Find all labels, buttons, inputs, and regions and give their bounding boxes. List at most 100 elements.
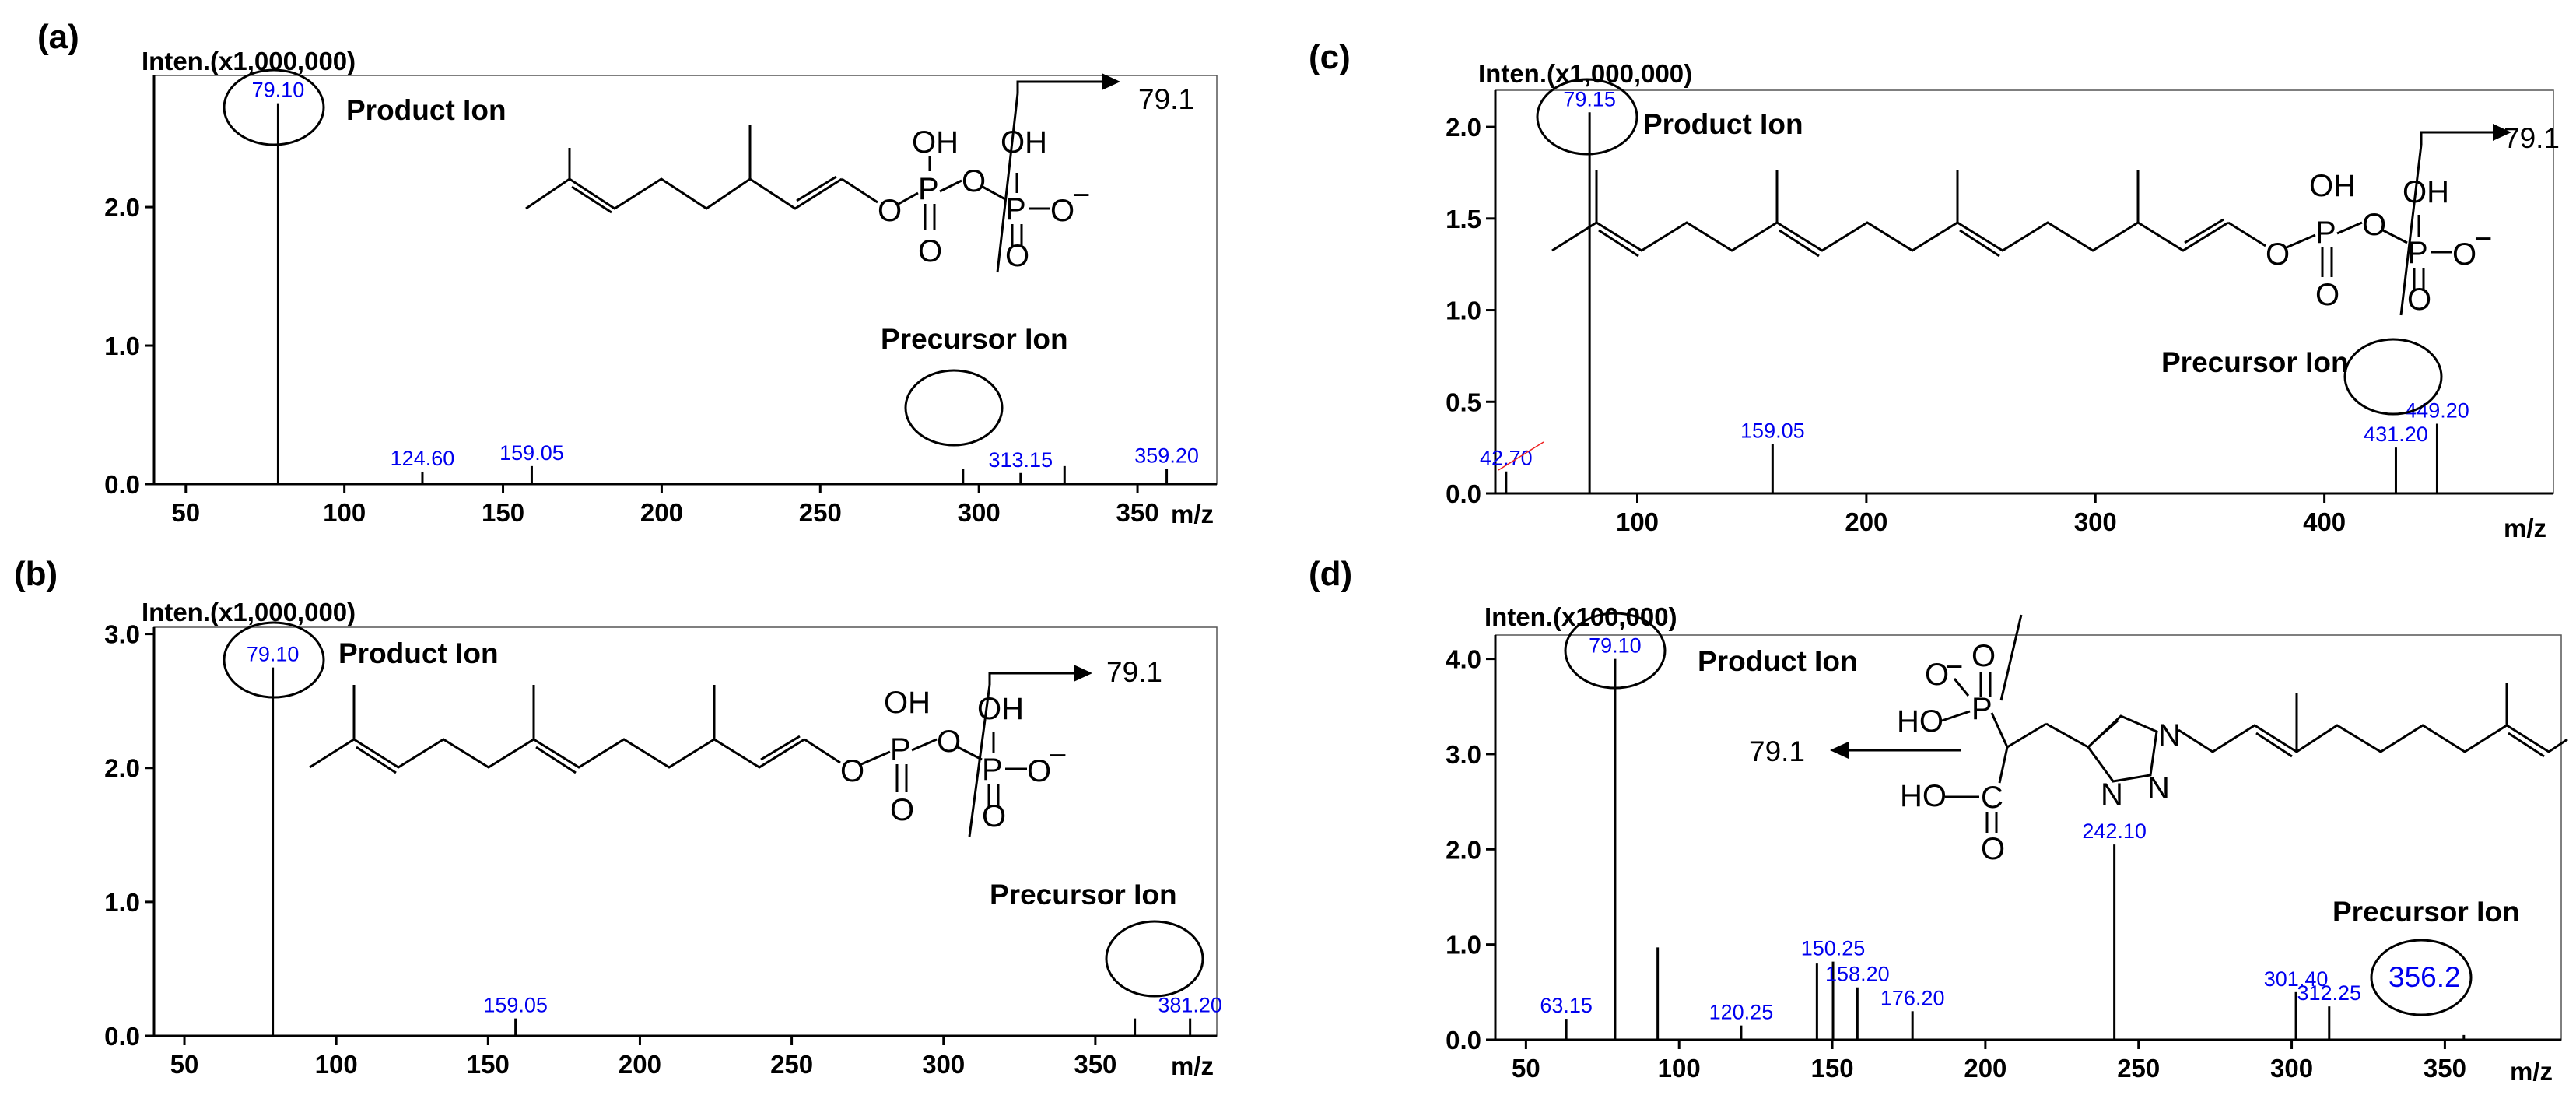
product-ion-circle [1536,78,1638,156]
cleavage-line [1999,614,2023,701]
precursor-ion-circle [1105,920,1204,998]
fragment-label: 79.1 [2504,122,2560,154]
triazole-phosphonate-structure: O O − HO P HO C O 79.1 N N [1749,614,2568,866]
panel-b-xticks: 50 100 150 200 250 300 350 [170,1036,1116,1079]
atom-o-minus: O [1050,194,1074,228]
peak-label: 431.20 [2364,423,2428,446]
y-tick-label: 3.0 [1446,740,1481,769]
y-tick-label: 3.0 [104,620,140,649]
x-tick-label: 250 [2117,1054,2160,1083]
p-oh-bond [1941,710,1971,722]
ggpp-structure: O P OH O O P OH O O − 79.1 [1551,122,2560,317]
panel-b-yticks: 0.0 1.0 2.0 3.0 [104,620,154,1051]
y-tick-label: 2.0 [1446,835,1481,864]
panel-d-ylabel: Inten.(x100,000) [1484,602,1677,631]
x-tick-label: 100 [323,498,366,527]
anhydride-bond [982,185,1006,201]
atom-o: O [890,793,914,827]
panel-c-xticks: 100 200 300 400 [1616,493,2346,536]
double-bond [535,746,577,774]
panel-d: (d) Inten.(x100,000) 50 100 150 200 250 300 35… [1309,555,2568,1086]
y-tick-label: 0.0 [1446,1026,1481,1055]
x-tick-label: 50 [1512,1054,1540,1083]
panel-a-ylabel: Inten.(x1,000,000) [142,47,356,75]
p-c-bond [1990,712,2009,748]
x-tick-label: 250 [770,1050,813,1079]
product-ion-circle [1564,612,1667,690]
precursor-ion-label: Precursor Ion [2332,896,2520,928]
anhydride-bond [2336,221,2363,235]
peak-label: 79.10 [1589,634,1642,658]
x-tick-label: 250 [799,498,842,527]
atom-n: N [2147,771,2170,805]
y-tick-label: 2.0 [104,754,140,783]
charge-minus: − [1945,650,1963,684]
atom-o: O [878,194,902,228]
peak-label: 120.25 [1709,1001,1774,1024]
precursor-ion-circle [904,369,1004,447]
y-tick-label: 1.0 [1446,931,1481,960]
double-bond [2255,732,2293,758]
c-c-bond [2006,722,2047,749]
panel-c: (c) Inten.(x1,000,000) 100 200 300 400 0.00… [1309,38,2560,542]
atom-o: O [2362,208,2386,242]
atom-p: P [1971,692,1992,726]
anhydride-bond [939,179,962,193]
fragment-arrow [988,672,1075,685]
double-bond [571,185,612,214]
product-ion-label: Product Ion [1643,108,1803,140]
panel-a-letter: (a) [37,18,79,56]
y-tick-label: 0.5 [1446,388,1481,416]
y-tick-label: 0.0 [104,470,140,499]
panel-d-xlabel: m/z [2510,1057,2553,1086]
x-tick-label: 100 [315,1050,358,1079]
panel-c-yticks: 0.0 0.5 1.0 1.5 2.0 [1446,113,1495,508]
atom-o: O [1005,239,1029,273]
atom-p: P [890,732,911,767]
double-bond [2092,719,2119,744]
fragment-arrow [2420,131,2494,145]
atom-o: O [2407,283,2431,317]
atom-o-minus: O [2452,237,2476,272]
y-tick-label: 1.5 [1446,205,1481,233]
peak-label: 42.70 [1480,447,1533,470]
x-tick-label: 350 [1074,1050,1116,1079]
ether-bond [860,750,891,766]
panel-b-plot-frame [153,626,1218,1037]
atom-o: O [962,164,986,198]
gpp-structure: O P OH O O P OH O O − 79.1 [525,73,1194,273]
y-tick-label: 1.0 [104,332,140,360]
precursor-ion-circle [2370,939,2473,1016]
isoprenoid-chain [1551,221,2229,252]
arrow-head-icon [2493,124,2511,141]
precursor-ion-label: Precursor Ion [990,879,1177,911]
peak-label: 79.10 [252,79,305,102]
x-tick-label: 300 [2074,507,2117,536]
atom-p: P [1005,192,1026,226]
atom-n: N [2158,718,2181,753]
x-tick-label: 200 [619,1050,661,1079]
x-tick-label: 100 [1616,507,1659,536]
x-tick-label: 350 [1116,498,1159,527]
peak-label: 159.05 [1740,419,1805,442]
peak-label: 301.40 [2264,967,2329,991]
y-tick-label: 0.0 [1446,479,1481,508]
peak-label: 242.10 [2082,819,2147,843]
peak-label: 150.25 [1801,937,1866,960]
x-tick-label: 400 [2303,507,2346,536]
x-tick-label: 200 [1845,507,1887,536]
panel-b-peaks: 79.10 159.05 381.20 [247,643,1222,1036]
panel-a-plot-frame [153,75,1218,485]
anhydride-bond [957,746,983,761]
atom-o: O [918,234,942,268]
precursor-ion-label: Precursor Ion [2161,346,2349,378]
peak-label: 158.20 [1825,963,1890,986]
panel-c-letter: (c) [1309,38,1351,76]
peak-label: 79.10 [247,643,300,666]
atom-ho: HO [1897,704,1943,739]
x-tick-label: 300 [2270,1054,2313,1083]
atom-oh: OH [912,125,959,160]
double-bond [1959,229,2000,258]
peak-label: 359.20 [1134,444,1199,467]
